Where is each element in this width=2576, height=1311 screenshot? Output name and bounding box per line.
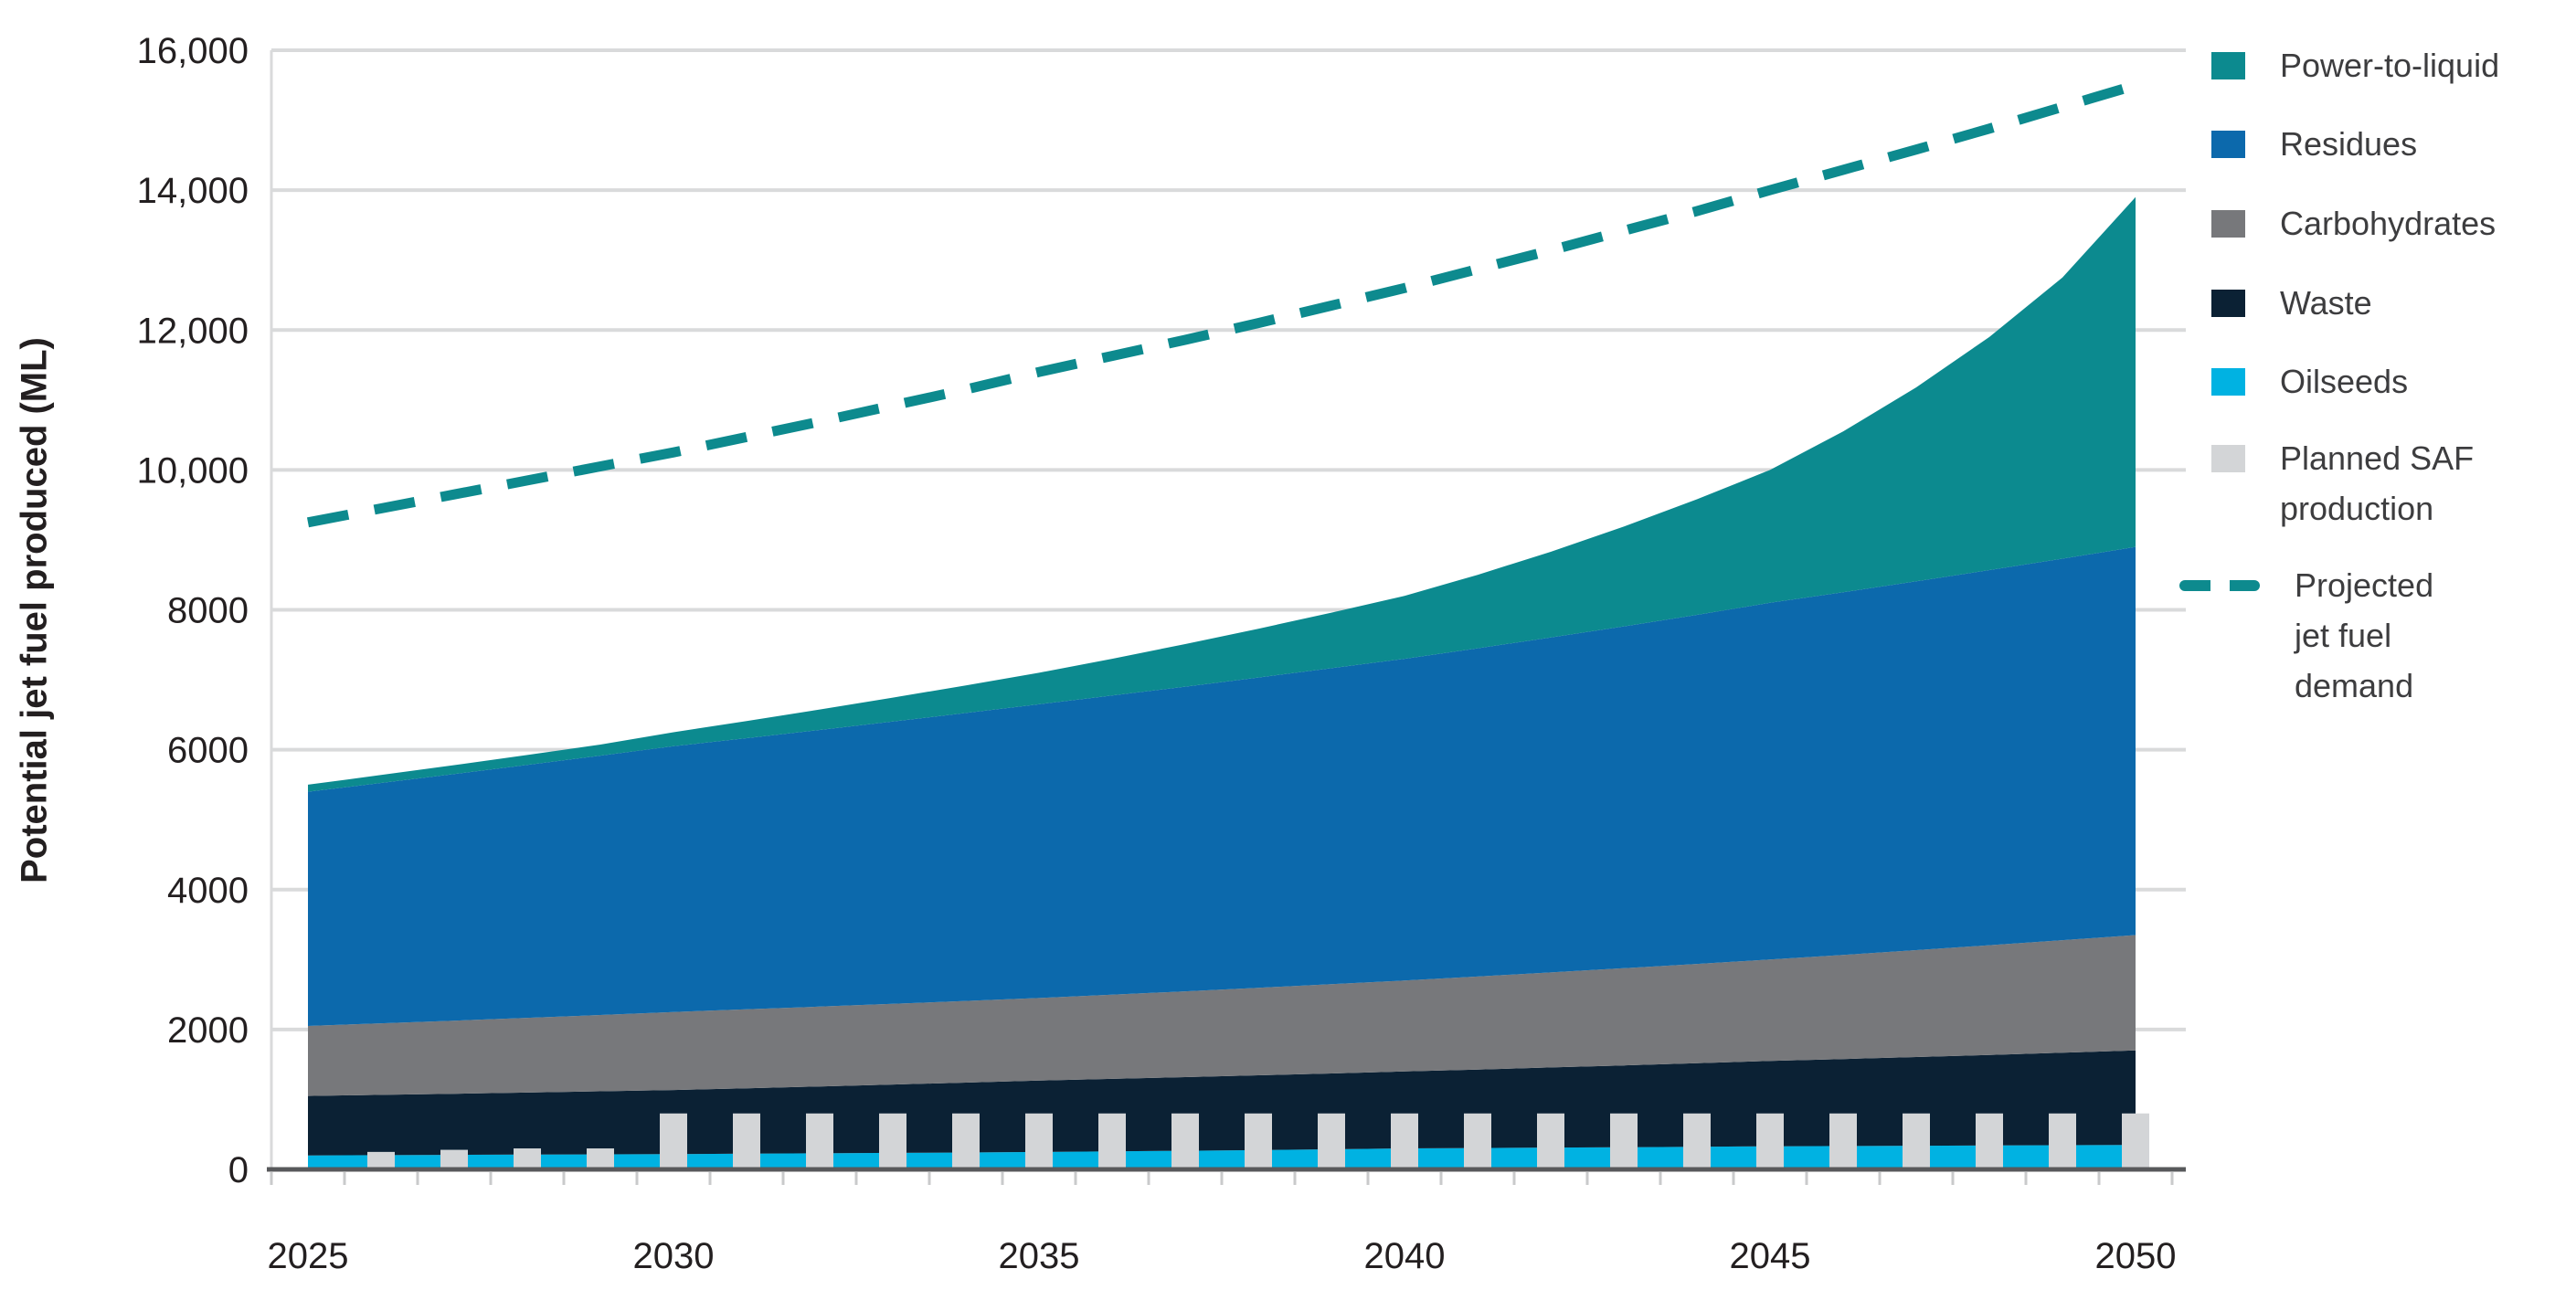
legend-label: Carbohydrates: [2280, 205, 2496, 242]
planned-saf-bar: [1391, 1113, 1418, 1169]
y-tick-label: 10,000: [137, 450, 249, 491]
x-tick-label: 2035: [999, 1236, 1080, 1276]
legend-color-swatch: [2211, 290, 2245, 317]
legend-label: Power-to-liquid: [2280, 47, 2500, 84]
legend-label: Projected jet fuel demand: [2295, 566, 2434, 704]
planned-saf-bar: [806, 1113, 833, 1169]
planned-saf-bar: [1025, 1113, 1053, 1169]
planned-saf-bar: [879, 1113, 906, 1169]
legend-item-carbohydrates: Carbohydrates: [2211, 198, 2496, 248]
x-tick-label: 2040: [1364, 1236, 1446, 1276]
planned-saf-bar: [514, 1148, 541, 1169]
legend-color-swatch: [2211, 131, 2245, 158]
y-tick-label: 6000: [167, 731, 249, 771]
area-power-to-liquid: [308, 196, 2136, 792]
planned-saf-bar: [660, 1113, 687, 1169]
planned-saf-bar: [1829, 1113, 1857, 1169]
planned-saf-bar: [440, 1149, 468, 1169]
planned-saf-bar: [1098, 1113, 1126, 1169]
area-residues: [308, 546, 2136, 1026]
planned-saf-bar: [1976, 1113, 2003, 1169]
x-tick-label: 2050: [2095, 1236, 2177, 1276]
legend-color-swatch: [2211, 52, 2245, 79]
legend-dashed-line-marker: [2179, 580, 2260, 591]
planned-saf-bar: [733, 1113, 760, 1169]
legend-item-residues: Residues: [2211, 119, 2417, 169]
planned-saf-bar: [952, 1113, 980, 1169]
planned-saf-bar: [1318, 1113, 1345, 1169]
y-tick-label: 0: [228, 1150, 249, 1190]
y-axis-title: Potential jet fuel produced (ML): [14, 337, 55, 883]
legend-item-oilseeds: Oilseeds: [2211, 356, 2408, 407]
planned-saf-bar: [1245, 1113, 1272, 1169]
planned-saf-bar: [1683, 1113, 1711, 1169]
legend-label: Residues: [2280, 125, 2418, 163]
area-oilseeds: [308, 1145, 2136, 1169]
y-tick-label: 14,000: [137, 171, 249, 211]
planned-saf-bar: [1537, 1113, 1564, 1169]
area-carbohydrates: [308, 935, 2136, 1096]
x-tick-label: 2045: [1730, 1236, 1811, 1276]
planned-saf-bar: [587, 1148, 614, 1169]
x-tick-label: 2030: [633, 1236, 715, 1276]
planned-saf-bar: [1610, 1113, 1638, 1169]
y-tick-label: 4000: [167, 871, 249, 911]
legend-item-planned-saf-production: Planned SAF production: [2211, 433, 2474, 534]
legend-label: Oilseeds: [2280, 363, 2409, 400]
legend-color-swatch: [2211, 445, 2245, 472]
y-tick-label: 2000: [167, 1010, 249, 1051]
y-tick-label: 8000: [167, 591, 249, 631]
legend-item-power-to-liquid: Power-to-liquid: [2211, 40, 2499, 90]
planned-saf-bar: [367, 1151, 395, 1169]
planned-saf-bar: [1756, 1113, 1784, 1169]
legend-label: Waste: [2280, 284, 2372, 322]
legend-color-swatch: [2211, 210, 2245, 238]
projected-demand-line: [306, 80, 2137, 528]
planned-saf-bar: [1464, 1113, 1491, 1169]
y-tick-label: 16,000: [137, 31, 249, 71]
legend-color-swatch: [2211, 368, 2245, 396]
area-waste: [308, 1050, 2136, 1156]
planned-saf-bar: [1171, 1113, 1199, 1169]
x-tick-label: 2025: [268, 1236, 349, 1276]
planned-saf-bar: [1903, 1113, 1930, 1169]
planned-saf-bar: [2049, 1113, 2076, 1169]
y-tick-label: 12,000: [137, 311, 249, 351]
legend-item-projected-jet-fuel-demand: Projected jet fuel demand: [2179, 560, 2434, 711]
planned-saf-bar: [2122, 1113, 2149, 1169]
legend-item-waste: Waste: [2211, 278, 2372, 328]
legend-label: Planned SAF production: [2280, 439, 2475, 527]
